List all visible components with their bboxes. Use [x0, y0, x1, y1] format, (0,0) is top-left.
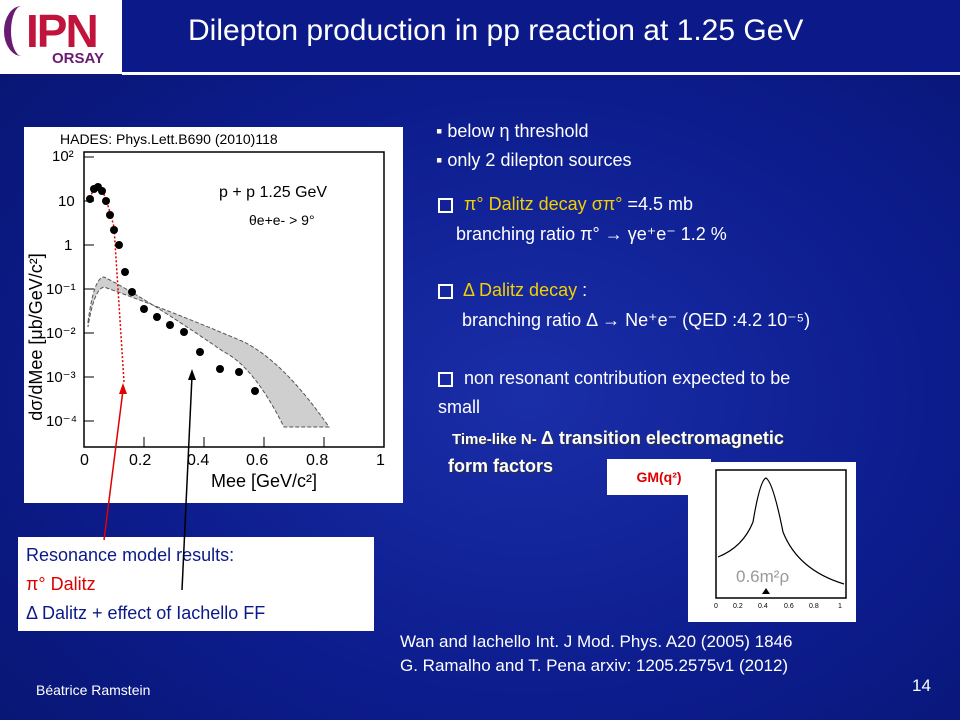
ytick-label: 10 [58, 193, 75, 210]
svg-text:0.8: 0.8 [809, 603, 819, 610]
delta-colon: : [577, 280, 588, 300]
timelike-big: Δ transition electromagnetic [540, 428, 784, 448]
plot-caption: HADES: Phys.Lett.B690 (2010)118 [60, 131, 278, 147]
angle-cut-label: θe+e- > 9° [249, 212, 315, 228]
xtick-label: 1 [376, 452, 385, 469]
bullet-dilepton-sources: ▪ only 2 dilepton sources [436, 150, 632, 171]
pi0-title: π° Dalitz decay [464, 194, 587, 214]
bullet-text: below η threshold [447, 121, 589, 141]
resonance-results-box [18, 537, 374, 631]
plot-frame [83, 151, 385, 448]
svg-text:0.4: 0.4 [758, 603, 768, 610]
timelike-line2: form factors [448, 456, 554, 476]
delta-dalitz-band [87, 276, 330, 428]
page-number: 14 [912, 676, 931, 695]
nonres-text-cont: small [438, 397, 481, 417]
ytick-label: 10⁻² [46, 325, 76, 342]
svg-text:1: 1 [838, 603, 842, 610]
nonres-text: non resonant contribution expected to be [464, 368, 791, 388]
svg-text:0.6: 0.6 [784, 603, 794, 610]
red-arrowhead-icon [119, 383, 127, 394]
gm-plot-svg: 0.6m²ρ 0 0.2 0.4 0.6 0.8 1 [714, 469, 847, 610]
ytick-label: 10² [52, 148, 74, 165]
gm-curve [717, 477, 845, 585]
xtick-label: 0.2 [129, 452, 151, 469]
ytick-label: 10⁻⁴ [46, 413, 77, 430]
resonance-heading: Resonance model results: [26, 545, 235, 565]
logo-subtext: ORSAY [52, 50, 104, 67]
black-arrowhead-icon [188, 369, 196, 380]
square-bullet-icon: ▪ [436, 121, 443, 141]
x-axis-label: Mee [GeV/c²] [211, 471, 317, 491]
pi0-item-heading: π° Dalitz decay σπ° =4.5 mb [438, 194, 693, 215]
logo-text: IPN [26, 5, 99, 57]
checkbox-bullet-icon [438, 197, 453, 213]
black-arrow [181, 375, 193, 591]
gm-form-factor-plot: 0.6m²ρ 0 0.2 0.4 0.6 0.8 1 [688, 462, 856, 622]
hades-plot: 10² 10 1 10⁻¹ 10⁻² 10⁻³ 10⁻⁴ 0 0.2 0.4 0… [24, 127, 403, 503]
reference-2: G. Ramalho and T. Pena arxiv: 1205.2575v… [400, 656, 789, 675]
ytick-label: 1 [64, 237, 72, 254]
delta-title: Δ Dalitz decay [463, 280, 578, 300]
ytick-label: 10⁻³ [46, 369, 76, 386]
pi0-value: =4.5 mb [622, 194, 693, 214]
timelike-small: Time-like N- [452, 431, 541, 448]
xtick-label: 0.4 [187, 452, 209, 469]
gm-arrow-icon [762, 588, 770, 594]
pi0-branching-ratio: branching ratio π° → γe⁺e⁻ 1.2 % [456, 224, 727, 244]
gm-annotation: 0.6m²ρ [736, 567, 789, 586]
ipn-orsay-logo: IPN ORSAY [0, 0, 122, 74]
xtick-label: 0.6 [246, 452, 268, 469]
reference-1: Wan and Iachello Int. J Mod. Phys. A20 (… [400, 632, 793, 651]
svg-text:0: 0 [714, 603, 718, 610]
timelike-line1: Time-like N- Δ transition electromagneti… [452, 428, 784, 449]
title-bar: Dilepton production in pp reaction at 1.… [122, 0, 960, 75]
checkbox-bullet-icon [438, 283, 453, 299]
resonance-delta: Δ Dalitz + effect of Iachello FF [26, 603, 266, 623]
nonres-item: non resonant contribution expected to be [438, 368, 790, 389]
red-arrow [103, 389, 124, 541]
reaction-label: p + p 1.25 GeV [219, 184, 327, 201]
svg-text:0.2: 0.2 [733, 603, 743, 610]
bullet-text: only 2 dilepton sources [447, 150, 632, 170]
resonance-pi0: π° Dalitz [26, 574, 96, 594]
logo-swirl-icon [4, 6, 39, 56]
pi0-sigma: σπ° [591, 194, 623, 214]
xtick-label: 0.8 [306, 452, 328, 469]
y-axis-label: dσ/dMee [μb/GeV/c²] [26, 253, 46, 421]
delta-branching-ratio: branching ratio Δ → Ne⁺e⁻ (QED :4.2 10⁻⁵… [462, 310, 811, 330]
author: Béatrice Ramstein [36, 682, 151, 698]
ytick-label: 10⁻¹ [46, 281, 76, 298]
square-bullet-icon: ▪ [436, 150, 443, 170]
delta-item-heading: Δ Dalitz decay : [438, 280, 587, 301]
hades-plot-svg: 10² 10 1 10⁻¹ 10⁻² 10⁻³ 10⁻⁴ 0 0.2 0.4 0… [26, 148, 385, 491]
xtick-label: 0 [80, 452, 89, 469]
header: IPN ORSAY Dilepton production in pp reac… [0, 0, 960, 75]
slide-title: Dilepton production in pp reaction at 1.… [188, 14, 804, 47]
checkbox-bullet-icon [438, 371, 453, 387]
bullet-below-eta: ▪ below η threshold [436, 121, 589, 142]
